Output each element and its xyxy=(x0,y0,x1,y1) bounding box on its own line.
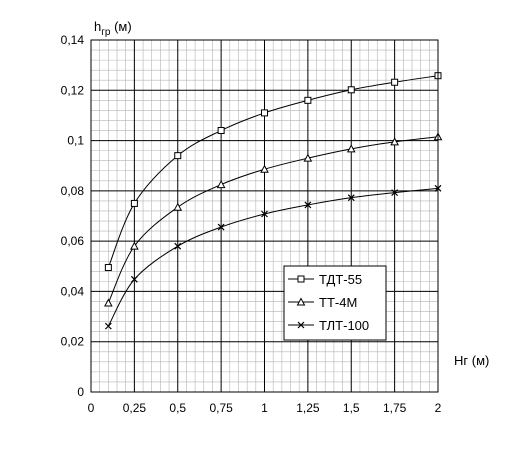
square-marker xyxy=(391,78,399,86)
triangle-marker xyxy=(216,180,226,189)
triangle-marker xyxy=(173,202,183,211)
x-tick-label: 1,5 xyxy=(343,401,360,415)
x-marker xyxy=(217,223,225,231)
legend-label: ТДТ-55 xyxy=(319,272,362,287)
y-tick-label: 0,04 xyxy=(61,284,85,298)
y-tick-label: 0,14 xyxy=(61,33,85,47)
square-marker xyxy=(261,109,268,117)
square-marker xyxy=(304,96,312,104)
series-layer xyxy=(104,72,443,330)
y-axis-title: hгр (м) xyxy=(94,19,132,38)
x-marker xyxy=(391,189,399,197)
y-tick-label: 0,1 xyxy=(67,134,84,148)
triangle-marker xyxy=(260,164,269,173)
square-marker xyxy=(217,127,225,135)
x-marker xyxy=(104,322,112,330)
y-tick-label: 0,02 xyxy=(61,335,85,349)
triangle-marker xyxy=(346,144,356,153)
x-axis-title: Нг (м) xyxy=(454,353,489,368)
x-tick-label: 2 xyxy=(435,401,442,415)
triangle-marker xyxy=(390,137,399,146)
x-tick-label: 0,75 xyxy=(209,401,233,415)
square-marker xyxy=(130,199,138,207)
x-tick-label: 0,5 xyxy=(169,401,186,415)
legend: ТДТ-55 ТТ-4М ТЛТ-100 xyxy=(283,265,387,341)
plot-area-border xyxy=(90,39,439,393)
y-axis-title-unit: (м) xyxy=(110,19,131,34)
square-marker xyxy=(104,264,112,272)
y-tick-label: 0,06 xyxy=(61,234,85,248)
x-tick-label: 1,25 xyxy=(296,401,320,415)
square-marker xyxy=(347,86,355,94)
x-marker xyxy=(130,275,138,283)
x-tick-label: 1 xyxy=(261,401,268,415)
y-tick-label: 0,12 xyxy=(61,83,85,97)
triangle-marker xyxy=(104,298,113,307)
y-axis-title-subscript: гр xyxy=(101,27,111,38)
legend-label: ТЛТ-100 xyxy=(319,318,369,333)
legend-items: ТДТ-55 ТТ-4М ТЛТ-100 xyxy=(288,272,369,333)
x-marker xyxy=(174,242,182,250)
x-marker xyxy=(297,321,305,329)
square-marker xyxy=(297,275,305,283)
x-tick-label: 0 xyxy=(88,401,95,415)
tick-labels: 0 0,25 0,5 0,75 1 1,25 1,5 1,75 2 0 0,02 0,04 0,06 0,… xyxy=(61,33,442,415)
y-tick-label: 0,08 xyxy=(61,184,85,198)
y-axis-title-main: h xyxy=(94,19,101,34)
triangle-marker xyxy=(296,297,306,306)
x-marker xyxy=(304,201,312,209)
y-tick-label: 0 xyxy=(77,385,84,399)
x-tick-label: 1,75 xyxy=(383,401,407,415)
legend-label: ТТ-4М xyxy=(319,295,357,310)
triangle-marker xyxy=(130,241,139,250)
x-tick-label: 0,25 xyxy=(123,401,147,415)
x-marker xyxy=(261,210,268,218)
square-marker xyxy=(174,152,182,160)
triangle-marker xyxy=(303,153,313,162)
x-marker xyxy=(347,194,355,202)
